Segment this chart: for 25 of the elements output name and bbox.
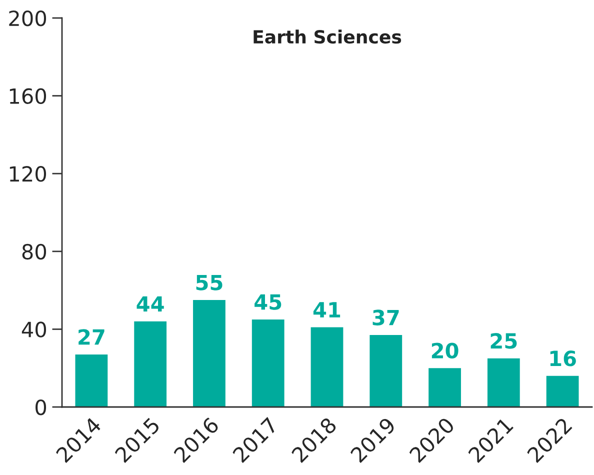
bar	[193, 300, 226, 407]
y-tick-label: 200	[9, 10, 46, 26]
bar	[75, 354, 108, 407]
bar	[428, 368, 461, 407]
data-label: 37	[372, 310, 399, 326]
bar	[546, 376, 579, 407]
text: Earth Sciences	[254, 30, 402, 44]
y-tick-label: 80	[22, 244, 46, 260]
data-label: 44	[136, 296, 164, 312]
y-tick-label: 160	[10, 88, 46, 104]
y-tick-label: 40	[22, 322, 46, 338]
data-label: 25	[490, 333, 517, 349]
data-label: 55	[196, 274, 222, 290]
data-label: 45	[254, 294, 282, 310]
data-label: 16	[550, 350, 576, 366]
bar	[252, 319, 284, 407]
bar	[310, 327, 344, 407]
y-tick-label: 120	[10, 166, 46, 182]
data-label: 27	[78, 329, 104, 345]
y-tick-label: 0	[36, 399, 46, 416]
bar	[134, 321, 167, 407]
bar	[370, 335, 402, 407]
bar	[487, 358, 520, 407]
data-label: 20	[432, 342, 458, 359]
data-label: 41	[313, 302, 340, 318]
